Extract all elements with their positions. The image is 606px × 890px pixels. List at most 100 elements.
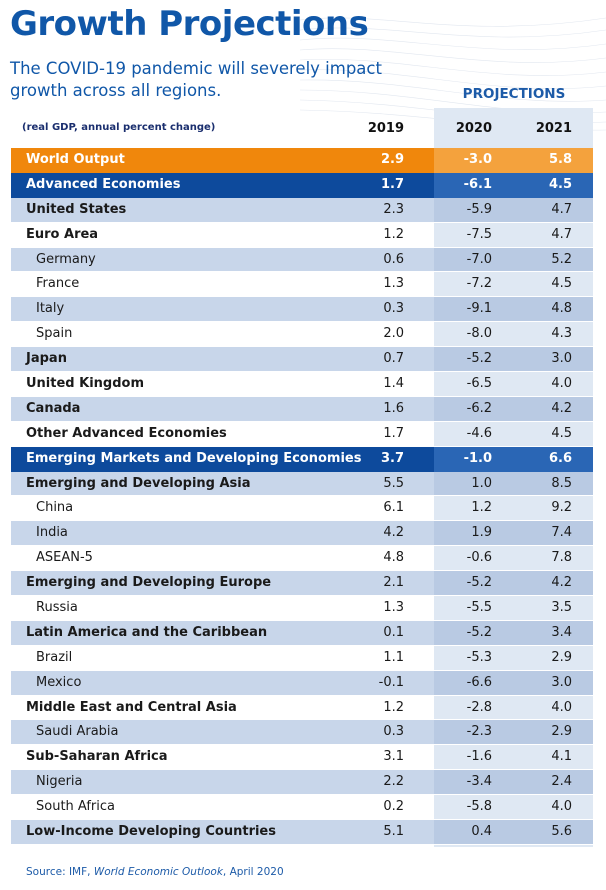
value-2019: 2.0 (383, 326, 404, 342)
value-2020: -5.9 (466, 201, 492, 217)
row-label: Canada (26, 400, 81, 416)
value-2020: -6.5 (466, 376, 492, 392)
value-2019: 1.6 (383, 400, 404, 416)
row-label: Nigeria (36, 774, 83, 790)
row-label: Emerging Markets and Developing Economie… (26, 450, 362, 466)
value-2019: 4.2 (383, 525, 404, 541)
projection-cell-shade (434, 396, 593, 421)
value-2019: 1.7 (380, 176, 404, 192)
value-2020: -1.0 (463, 450, 492, 466)
value-2019: -0.1 (378, 674, 404, 690)
value-2019: 3.7 (380, 450, 404, 466)
row-label: United Kingdom (26, 376, 145, 392)
value-2021: 4.7 (551, 226, 572, 242)
table-row: Middle East and Central Asia 1.2 -2.8 4.0 (11, 695, 593, 721)
row-label: Saudi Arabia (36, 724, 119, 740)
row-label: World Output (26, 152, 125, 167)
value-2021: 9.2 (551, 500, 572, 516)
value-2021: 2.9 (551, 649, 572, 665)
projection-cell-shade (434, 471, 593, 496)
value-2020: -5.8 (466, 799, 492, 815)
projection-cell-shade (434, 172, 593, 198)
table-row: Latin America and the Caribbean 0.1 -5.2 3.… (11, 620, 593, 646)
value-2021: 3.0 (551, 674, 572, 690)
value-2020: -5.2 (466, 624, 492, 640)
table-row: Sub-Saharan Africa 3.1 -1.6 4.1 (11, 745, 593, 771)
value-2019: 1.2 (383, 699, 404, 715)
value-2020: -4.6 (466, 425, 492, 441)
table-row: Mexico -0.1 -6.6 3.0 (11, 670, 593, 696)
table-row: World Output 2.9 -3.0 5.8 (11, 148, 593, 173)
value-2019: 3.1 (383, 749, 404, 765)
table-row: United Kingdom 1.4 -6.5 4.0 (11, 372, 593, 397)
table-row: Emerging Markets and Developing Economie… (11, 446, 593, 472)
projection-cell-shade (434, 247, 593, 272)
value-2021: 4.5 (548, 176, 572, 192)
projection-cell-shade (434, 745, 593, 770)
value-2020: -2.3 (466, 724, 492, 740)
subtitle: The COVID-19 pandemic will severely impa… (10, 59, 382, 100)
column-header-2020: 2020 (455, 121, 492, 136)
value-2019: 4.8 (383, 550, 404, 566)
source-prefix: Source: IMF, (26, 866, 94, 878)
value-2019: 5.1 (383, 824, 404, 840)
row-label: Low-Income Developing Countries (26, 824, 276, 840)
value-2020: -7.2 (466, 276, 492, 292)
value-2019: 0.2 (383, 799, 404, 815)
table-row: Euro Area 1.2 -7.5 4.7 (11, 222, 593, 248)
row-label: Russia (36, 600, 78, 616)
value-2020: 0.4 (471, 824, 492, 840)
table-row: United States 2.3 -5.9 4.7 (11, 197, 593, 223)
value-2020: 1.9 (471, 525, 492, 541)
value-2021: 4.0 (551, 699, 572, 715)
value-2021: 8.5 (551, 475, 572, 491)
value-2021: 4.0 (551, 376, 572, 392)
value-2020: -6.1 (463, 176, 492, 192)
projection-cell-shade (434, 795, 593, 820)
value-2021: 3.5 (551, 600, 572, 616)
value-2019: 0.7 (383, 351, 404, 367)
row-label: India (36, 525, 68, 541)
projection-cell-shade (434, 496, 593, 521)
value-2019: 0.1 (383, 624, 404, 640)
projection-cell-shade (434, 197, 593, 222)
value-2020: -5.3 (466, 649, 492, 665)
value-2021: 4.2 (551, 400, 572, 416)
value-2020: -0.6 (466, 550, 492, 566)
projections-label: PROJECTIONS (462, 86, 566, 102)
projection-cell-shade (434, 645, 593, 670)
projection-cell-shade (434, 720, 593, 745)
value-2020: -1.6 (466, 749, 492, 765)
value-2020: -6.6 (466, 674, 492, 690)
value-2019: 2.9 (380, 152, 404, 167)
value-2021: 4.7 (551, 201, 572, 217)
table-row: Germany 0.6 -7.0 5.2 (11, 247, 593, 273)
value-2021: 7.8 (551, 550, 572, 566)
row-label: Advanced Economies (26, 176, 181, 192)
value-2021: 4.2 (551, 575, 572, 591)
table-row: South Africa 0.2 -5.8 4.0 (11, 795, 593, 821)
value-2021: 4.5 (551, 276, 572, 292)
row-label: Euro Area (26, 226, 99, 242)
projection-cell-shade (434, 297, 593, 322)
table-row: Canada 1.6 -6.2 4.2 (11, 396, 593, 422)
value-2021: 7.4 (551, 525, 572, 541)
value-2021: 5.6 (551, 824, 572, 840)
projection-cell-shade (434, 421, 593, 446)
projection-cell-shade (434, 820, 593, 844)
value-2021: 2.9 (551, 724, 572, 740)
value-2020: -3.0 (463, 152, 492, 167)
value-2021: 3.4 (551, 624, 572, 640)
value-2021: 2.4 (551, 774, 572, 790)
table-row: ASEAN-5 4.8 -0.6 7.8 (11, 546, 593, 572)
projection-cell-shade (434, 347, 593, 372)
table-row: China 6.1 1.2 9.2 (11, 496, 593, 522)
column-header-2019: 2019 (367, 121, 404, 136)
value-2019: 1.7 (383, 425, 404, 441)
row-label: Brazil (36, 649, 73, 665)
projection-cell-shade (434, 521, 593, 546)
value-2019: 1.3 (383, 276, 404, 292)
projection-cell-shade (434, 670, 593, 695)
projection-cell-shade (434, 620, 593, 645)
row-label: ASEAN-5 (36, 550, 93, 566)
